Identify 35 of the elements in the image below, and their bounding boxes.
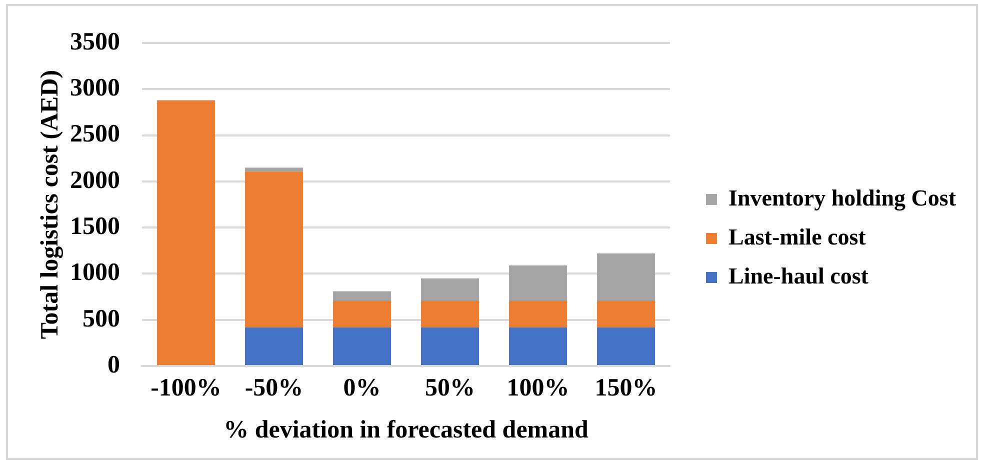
bar [596,253,656,300]
y-tick-label: 2000 [70,166,120,194]
x-tick-label: -50% [244,374,304,402]
bar [332,327,392,365]
bar [244,168,304,172]
bar [332,300,392,328]
y-tick-label: 500 [82,305,120,332]
legend-label: Line-haul cost [728,263,869,288]
y-tick-label: 2500 [70,120,120,148]
x-tick-label: 50% [425,374,476,402]
legend-label: Last-mile cost [728,224,866,250]
bar [508,327,568,365]
legend-label: Inventory holding Cost [728,185,956,212]
bar [508,265,568,300]
bar [508,300,568,328]
bar [244,171,304,328]
y-axis-title: Total logistics cost (AED) [36,70,64,340]
x-tick-label: -100% [150,374,222,402]
bar [156,100,216,365]
y-tick-label: 0 [108,351,120,378]
x-tick-label: 150% [594,374,658,402]
x-tick-label: 0% [343,374,381,402]
bar [420,300,480,328]
x-tick-label: 100% [506,374,570,402]
bar [332,291,392,300]
y-tick-label: 3500 [70,28,120,56]
x-axis-title: % deviation in forecasted demand [224,416,589,444]
bar [596,300,656,328]
bar [244,327,304,365]
bar [596,327,656,365]
y-tick-label: 1000 [70,259,120,286]
bar [420,327,480,365]
y-tick-label: 3000 [70,74,120,102]
y-tick-label: 1500 [70,213,120,240]
bar [420,278,480,300]
